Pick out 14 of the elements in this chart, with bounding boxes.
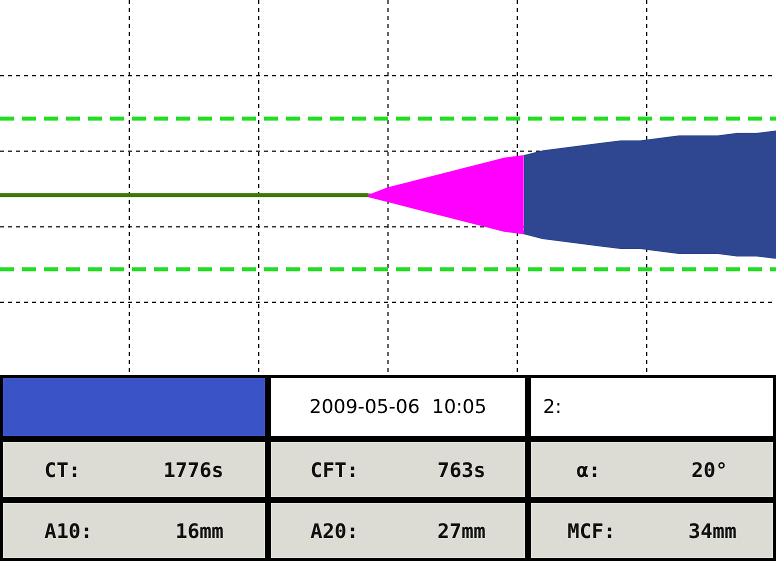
- text: 20°: [691, 458, 728, 482]
- text: A10:: [44, 518, 93, 542]
- text: A20:: [310, 518, 359, 542]
- text: 2:: [543, 396, 562, 418]
- text: CT:: [44, 458, 81, 482]
- text: CFT:: [310, 458, 359, 482]
- text: 34mm: [688, 518, 737, 542]
- text: MCF:: [567, 518, 616, 542]
- text: 1776s: [163, 458, 224, 482]
- text: 2009-05-06 10:05: [309, 396, 487, 418]
- text: 763s: [437, 458, 486, 482]
- text: 27mm: [437, 518, 486, 542]
- text: 16mm: [175, 518, 224, 542]
- text: α:: [576, 458, 601, 482]
